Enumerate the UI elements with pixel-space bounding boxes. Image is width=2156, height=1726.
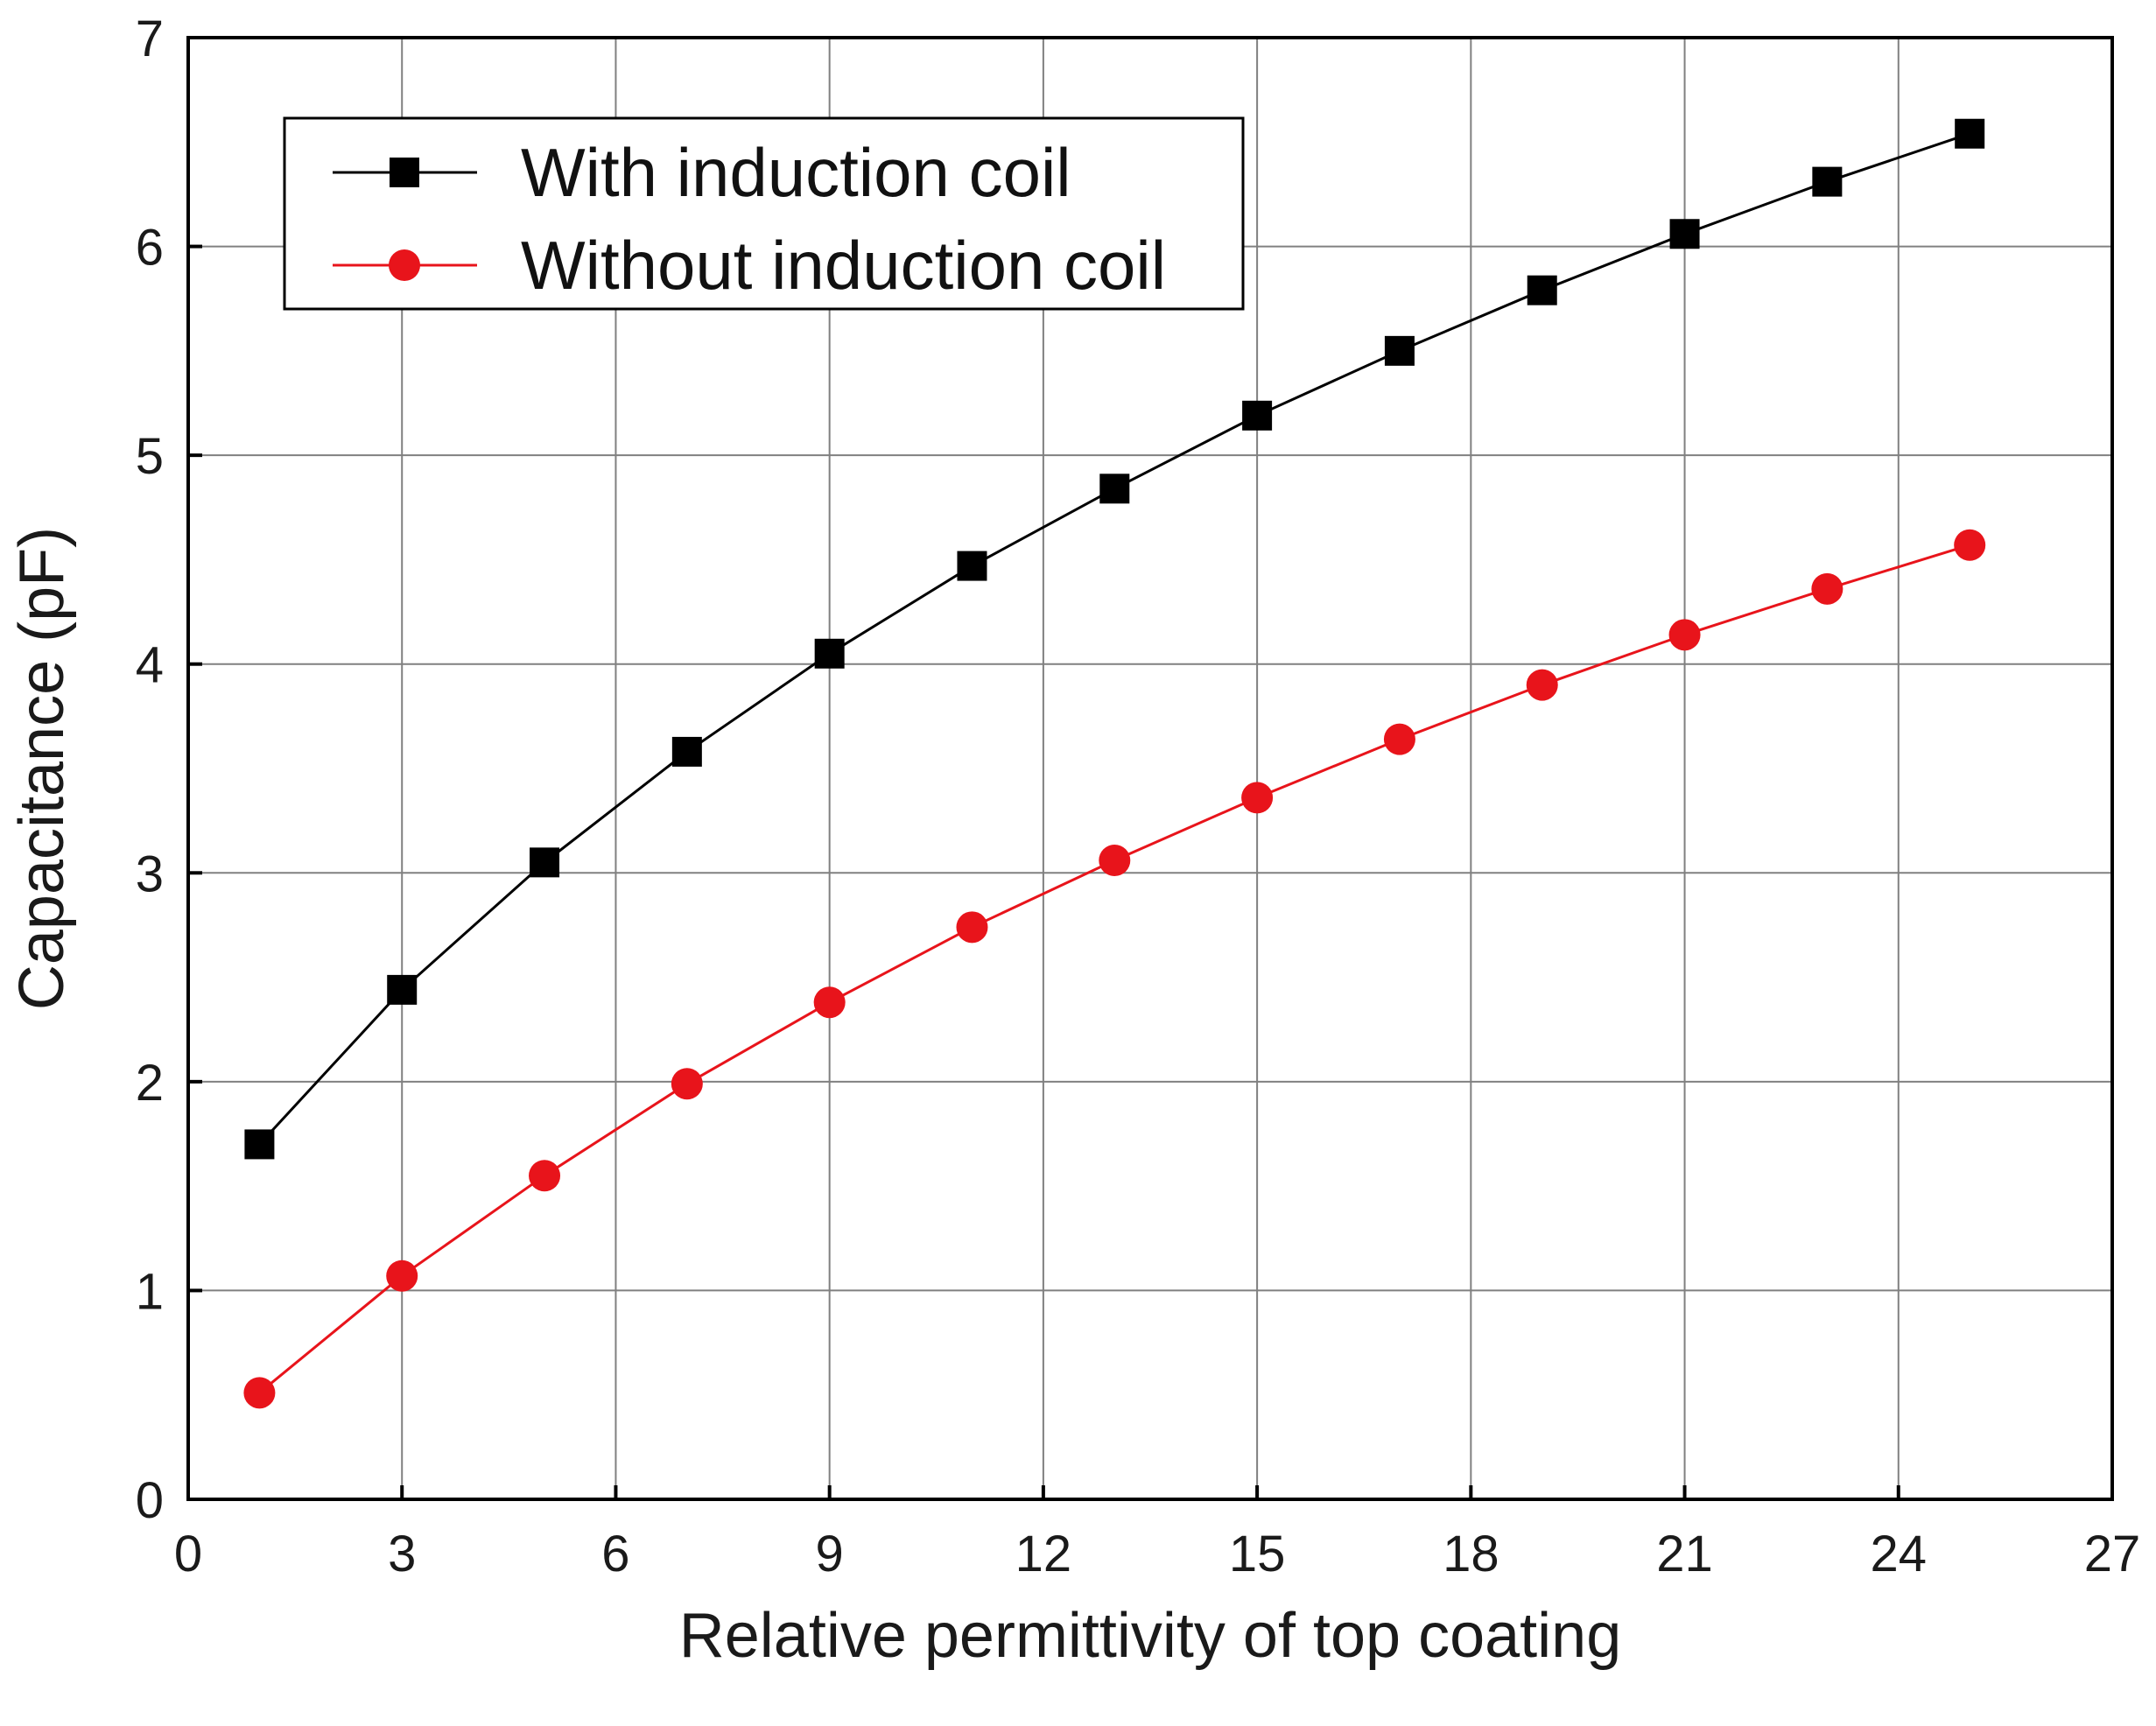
legend: With induction coil Without induction co…	[283, 116, 1245, 311]
x-tick-label: 24	[1871, 1526, 1928, 1582]
data-point-square	[1812, 166, 1843, 197]
y-tick-label: 4	[136, 637, 164, 694]
x-tick-label: 27	[2084, 1526, 2141, 1582]
data-point-square	[671, 736, 702, 767]
data-point-square	[1384, 335, 1415, 366]
data-point-circle	[1241, 782, 1274, 814]
y-tick-label: 3	[136, 845, 164, 902]
data-point-square	[957, 551, 987, 581]
y-axis-title: Capacitance (pF)	[7, 527, 77, 1010]
legend-marker-square	[390, 158, 419, 187]
y-tick-label: 5	[136, 428, 164, 485]
legend-box	[283, 116, 1245, 311]
data-point-circle	[1526, 669, 1558, 701]
data-point-square	[1669, 219, 1700, 249]
data-point-square	[530, 847, 560, 878]
data-point-circle	[1099, 844, 1131, 876]
legend-label-with-coil: With induction coil	[521, 134, 1071, 211]
data-point-circle	[1811, 572, 1843, 605]
data-point-circle	[956, 911, 988, 944]
x-tick-label: 0	[174, 1526, 202, 1582]
series-line-without-coil	[258, 544, 1970, 1394]
data-point-square	[387, 974, 418, 1005]
y-tick-label: 7	[136, 11, 164, 67]
x-tick-label: 15	[1229, 1526, 1286, 1582]
data-point-circle	[1383, 723, 1415, 755]
axis-ticks	[186, 36, 2114, 1501]
y-tick-label: 2	[136, 1055, 164, 1112]
y-tick-label: 1	[136, 1263, 164, 1320]
x-axis-title: Relative permittivity of top coating	[679, 1601, 1621, 1671]
y-tick-label: 0	[136, 1472, 164, 1529]
data-point-square	[1527, 275, 1557, 305]
legend-marker-circle	[389, 249, 420, 281]
data-point-square	[814, 638, 845, 669]
data-point-circle	[1954, 529, 1986, 561]
series-lines	[258, 132, 1970, 1394]
legend-label-without-coil: Without induction coil	[521, 227, 1166, 304]
x-tick-label: 6	[601, 1526, 629, 1582]
series-markers	[243, 118, 1986, 1409]
data-point-circle	[813, 986, 846, 1019]
data-point-circle	[386, 1259, 418, 1292]
data-point-circle	[1668, 619, 1701, 651]
data-point-square	[1099, 474, 1130, 504]
data-point-circle	[671, 1068, 703, 1100]
data-point-circle	[529, 1160, 561, 1192]
x-tick-label: 18	[1443, 1526, 1499, 1582]
x-tick-label: 12	[1015, 1526, 1072, 1582]
x-tick-label: 9	[816, 1526, 844, 1582]
data-point-square	[1242, 400, 1273, 431]
x-tick-label: 21	[1656, 1526, 1713, 1582]
data-point-circle	[243, 1377, 276, 1409]
x-tick-label: 3	[388, 1526, 416, 1582]
data-point-square	[1955, 118, 1985, 149]
y-tick-label: 6	[136, 220, 164, 277]
data-point-square	[244, 1129, 275, 1160]
plot-frame	[186, 36, 2114, 1501]
